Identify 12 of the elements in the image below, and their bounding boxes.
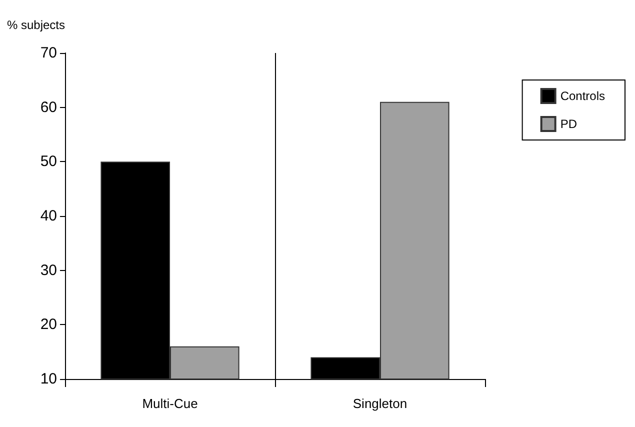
y-tick-label: 40 — [40, 208, 57, 224]
y-tick-label: 70 — [40, 44, 57, 62]
x-tick-label: Multi-Cue — [142, 396, 198, 411]
x-tick-label: Singleton — [352, 396, 408, 411]
legend-label: PD — [560, 117, 578, 131]
legend-label: Controls — [560, 89, 606, 103]
y-tick-label: 10 — [40, 370, 57, 388]
y-tick-label: 50 — [40, 153, 57, 170]
y-tick-label: 20 — [40, 316, 57, 334]
y-tick-label: 30 — [40, 262, 57, 279]
y-axis-title: % subjects — [6, 18, 65, 32]
y-tick-label: 60 — [40, 98, 57, 116]
